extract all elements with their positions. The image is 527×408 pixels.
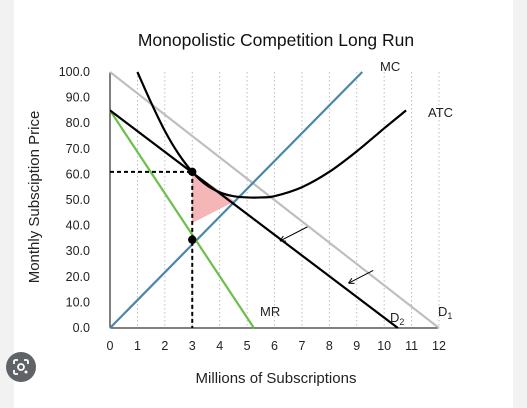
x-tick-label: 7 [298, 339, 305, 353]
y-tick-label: 20.0 [66, 270, 90, 284]
shift-arrow [279, 226, 308, 242]
x-tick-label: 0 [107, 339, 114, 353]
y-tick-label: 40.0 [66, 219, 90, 233]
d1-label: D1 [438, 304, 452, 321]
x-tick-label: 8 [326, 339, 333, 353]
series-mr-line [109, 109, 255, 329]
x-tick-label: 12 [432, 339, 446, 353]
equilibrium-point [188, 167, 197, 177]
y-tick-label: 90.0 [66, 91, 90, 105]
series-lines [109, 71, 440, 329]
chart-card: 0 1 2 3 4 5 6 7 8 9 10 11 12 0.0 10.0 20.0 30.0 40.0 50.0 6… [14, 0, 513, 408]
y-tick-label: 100.0 [59, 65, 90, 79]
x-tick-label: 9 [353, 339, 360, 353]
y-tick-label: 60.0 [66, 167, 90, 181]
shift-arrows [279, 226, 374, 284]
y-tick-label: 10.0 [66, 295, 90, 309]
series-d1-line [109, 71, 440, 329]
mr-mc-point [188, 235, 197, 244]
atc-label: ATC [428, 105, 453, 120]
lens-button[interactable] [6, 352, 36, 382]
y-tick-label: 50.0 [66, 193, 90, 207]
x-tick-label: 3 [189, 339, 196, 353]
x-tick-label: 6 [271, 339, 278, 353]
chart-title: Monopolistic Competition Long Run [138, 30, 414, 50]
series-d2-line [109, 109, 399, 329]
chart: 0 1 2 3 4 5 6 7 8 9 10 11 120.010.020.030.040.050.06… [14, 0, 513, 408]
deadweight-loss-triangle [192, 171, 235, 224]
y-tick-label: 70.0 [66, 142, 90, 156]
y-tick-label: 0.0 [73, 321, 90, 335]
chart-background [14, 0, 513, 408]
x-axis-label: Millions of Subscriptions [196, 370, 357, 387]
mr-label: MR [260, 304, 280, 319]
y-tick-label: 30.0 [66, 244, 90, 258]
lens-icon [13, 359, 29, 375]
series-mc-line [109, 71, 364, 329]
equilibrium-markers [110, 167, 197, 328]
axes [109, 72, 439, 329]
shift-arrow [348, 269, 374, 284]
y-axis-label: Monthly Subsciption Price [26, 111, 43, 284]
y-tick-label: 80.0 [66, 116, 90, 130]
mc-label: MC [380, 59, 400, 74]
x-tick-label: 4 [216, 339, 223, 353]
x-tick-label: 1 [134, 339, 141, 353]
d2-label: D2 [390, 310, 404, 327]
x-tick-label: 10 [377, 339, 391, 353]
curve-labels: MC ATC MR D2 D1 [260, 59, 453, 327]
x-tick-label: 11 [405, 339, 418, 353]
series-atc-line [136, 71, 407, 199]
ticks: 0 1 2 3 4 5 6 7 8 9 10 11 120.010.020.030.040.050.06… [59, 65, 446, 353]
x-tick-label: 2 [161, 339, 168, 353]
x-tick-label: 5 [244, 339, 251, 353]
